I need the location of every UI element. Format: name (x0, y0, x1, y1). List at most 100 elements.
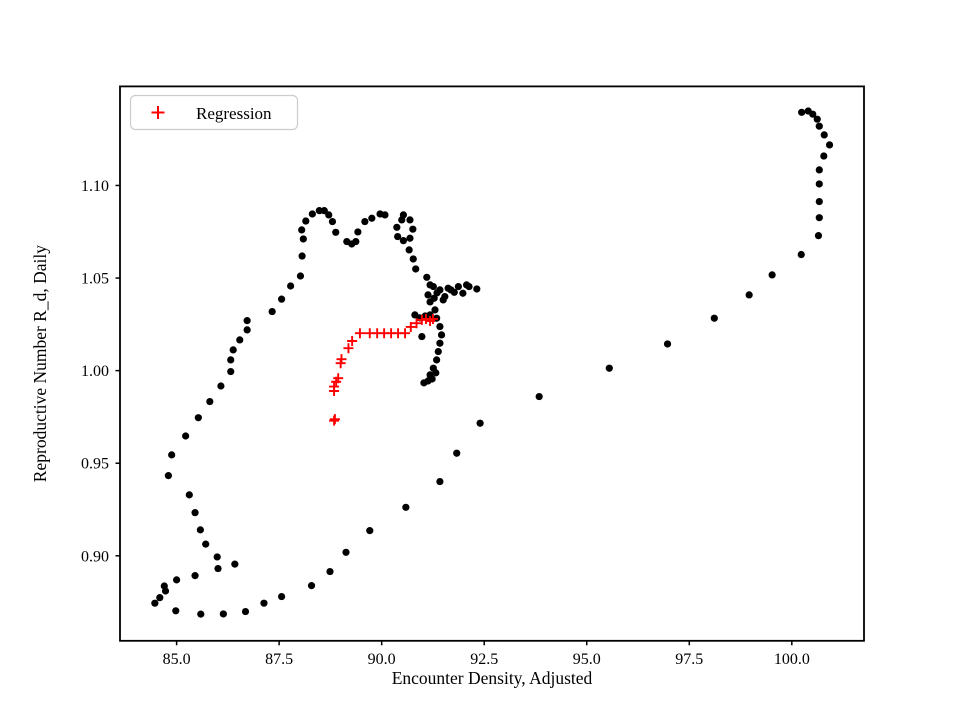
x-tick-label: 92.5 (470, 651, 498, 668)
data-point (185, 491, 193, 499)
data-point (361, 217, 369, 226)
data-point (453, 449, 461, 457)
data-point (325, 211, 333, 219)
legend-label: Regression (196, 104, 272, 123)
data-point (454, 282, 462, 291)
data-point (332, 228, 340, 236)
data-point (366, 527, 374, 535)
legend-plus-marker-icon (151, 106, 165, 119)
regression-point (411, 318, 422, 329)
regression-point (333, 373, 344, 384)
data-point (260, 599, 268, 607)
data-point (278, 295, 286, 303)
data-point (428, 375, 436, 383)
data-point (814, 232, 823, 240)
data-point (287, 282, 295, 290)
data-point (296, 272, 305, 280)
data-point (473, 285, 481, 293)
data-point (214, 564, 222, 573)
data-point (399, 237, 408, 245)
regression-series (329, 313, 438, 426)
data-point (406, 216, 414, 224)
data-point (231, 560, 239, 568)
data-point (406, 234, 414, 242)
y-tick-label: 1.00 (81, 363, 109, 380)
regression-point (354, 328, 365, 339)
data-point (268, 307, 276, 316)
data-point (352, 237, 360, 246)
regression-point (405, 321, 416, 332)
regression-point (329, 381, 340, 392)
data-point (797, 250, 805, 259)
data-point (368, 214, 376, 222)
data-point (535, 392, 543, 401)
data-point (434, 347, 442, 356)
data-point (459, 289, 467, 297)
regression-point (427, 313, 438, 324)
data-point (476, 419, 484, 427)
data-point (160, 582, 168, 590)
regression-point (343, 343, 354, 354)
data-point (815, 214, 823, 222)
data-point (173, 576, 181, 584)
data-point (236, 336, 244, 344)
y-tick-label: 1.05 (81, 271, 109, 288)
data-point (429, 282, 437, 291)
data-point (302, 217, 310, 225)
data-point (381, 211, 389, 219)
data-point (768, 271, 776, 279)
data-point (298, 226, 306, 234)
data-point (227, 367, 235, 376)
y-tick-label: 0.95 (81, 456, 109, 473)
data-point (433, 356, 441, 364)
data-point (398, 216, 406, 224)
data-point (710, 314, 718, 322)
data-point (213, 553, 221, 561)
data-point (798, 108, 806, 116)
data-point (206, 397, 214, 406)
data-point (320, 207, 328, 215)
data-point (354, 228, 362, 236)
data-point (409, 225, 417, 233)
data-point (393, 223, 401, 231)
data-point (437, 331, 446, 339)
y-tick-label: 0.90 (81, 548, 109, 565)
data-point (191, 509, 199, 517)
data-point (409, 255, 417, 263)
data-point (191, 572, 199, 580)
data-point (815, 122, 823, 130)
x-tick-label: 95.0 (573, 651, 601, 668)
data-point (202, 540, 210, 548)
x-axis-label: Encounter Density, Adjusted (392, 668, 593, 688)
data-point (307, 582, 316, 590)
data-point (243, 326, 251, 334)
data-point (605, 364, 613, 372)
data-point (308, 210, 316, 218)
data-point (299, 235, 307, 243)
data-point (278, 592, 286, 601)
data-point (436, 477, 444, 486)
data-point (809, 110, 817, 118)
legend-box (129, 94, 299, 131)
x-axis: 85.0 87.5 90.0 92.5 95.0 97.5 100.0 (163, 640, 810, 668)
data-point (420, 379, 428, 387)
x-tick-label: 85.0 (163, 651, 191, 668)
y-tick-label: 1.10 (81, 178, 109, 195)
data-point (217, 382, 225, 390)
data-point (426, 298, 434, 306)
y-axis: 0.90 0.95 1.00 1.05 1.10 (81, 178, 120, 565)
data-point (815, 180, 823, 188)
x-tick-label: 97.5 (675, 651, 703, 668)
data-point (450, 288, 458, 296)
legend: Regression (129, 94, 299, 131)
data-point (436, 339, 444, 347)
data-point (825, 141, 834, 149)
data-point (813, 115, 821, 123)
data-point (243, 317, 251, 325)
data-point (326, 567, 334, 576)
regression-point (400, 328, 411, 339)
plot-area (119, 85, 865, 642)
data-point (342, 548, 350, 556)
data-point (328, 217, 337, 226)
